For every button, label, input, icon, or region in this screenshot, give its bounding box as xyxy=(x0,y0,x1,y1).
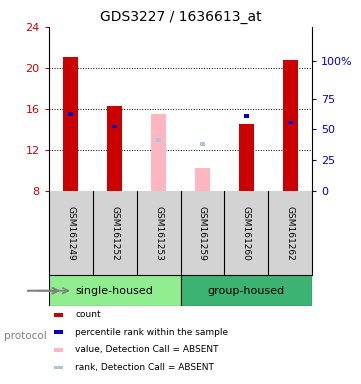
Bar xyxy=(54,330,63,334)
Text: GSM161262: GSM161262 xyxy=(286,206,295,261)
Title: GDS3227 / 1636613_at: GDS3227 / 1636613_at xyxy=(100,10,261,25)
Bar xyxy=(156,138,161,142)
Bar xyxy=(180,275,312,306)
Bar xyxy=(288,121,292,124)
Text: single-housed: single-housed xyxy=(76,286,153,296)
Bar xyxy=(151,114,166,191)
Bar xyxy=(107,106,122,191)
Bar xyxy=(69,112,73,116)
Text: rank, Detection Call = ABSENT: rank, Detection Call = ABSENT xyxy=(75,363,214,372)
Text: percentile rank within the sample: percentile rank within the sample xyxy=(75,328,228,337)
Text: group-housed: group-housed xyxy=(208,286,285,296)
Bar xyxy=(54,313,63,317)
Text: GSM161259: GSM161259 xyxy=(198,206,207,261)
Text: GSM161253: GSM161253 xyxy=(154,206,163,261)
Bar xyxy=(283,60,298,191)
Bar xyxy=(54,366,63,369)
Bar xyxy=(239,124,254,191)
Bar xyxy=(200,142,205,146)
Bar xyxy=(195,169,210,191)
Bar xyxy=(49,275,180,306)
Text: value, Detection Call = ABSENT: value, Detection Call = ABSENT xyxy=(75,346,219,354)
Text: GSM161260: GSM161260 xyxy=(242,206,251,261)
Bar xyxy=(54,348,63,352)
Bar xyxy=(63,56,78,191)
Text: GSM161252: GSM161252 xyxy=(110,206,119,261)
Text: GSM161249: GSM161249 xyxy=(66,206,75,261)
Text: count: count xyxy=(75,310,101,319)
Bar xyxy=(244,114,249,118)
Text: protocol: protocol xyxy=(4,331,46,341)
Bar xyxy=(112,125,117,128)
